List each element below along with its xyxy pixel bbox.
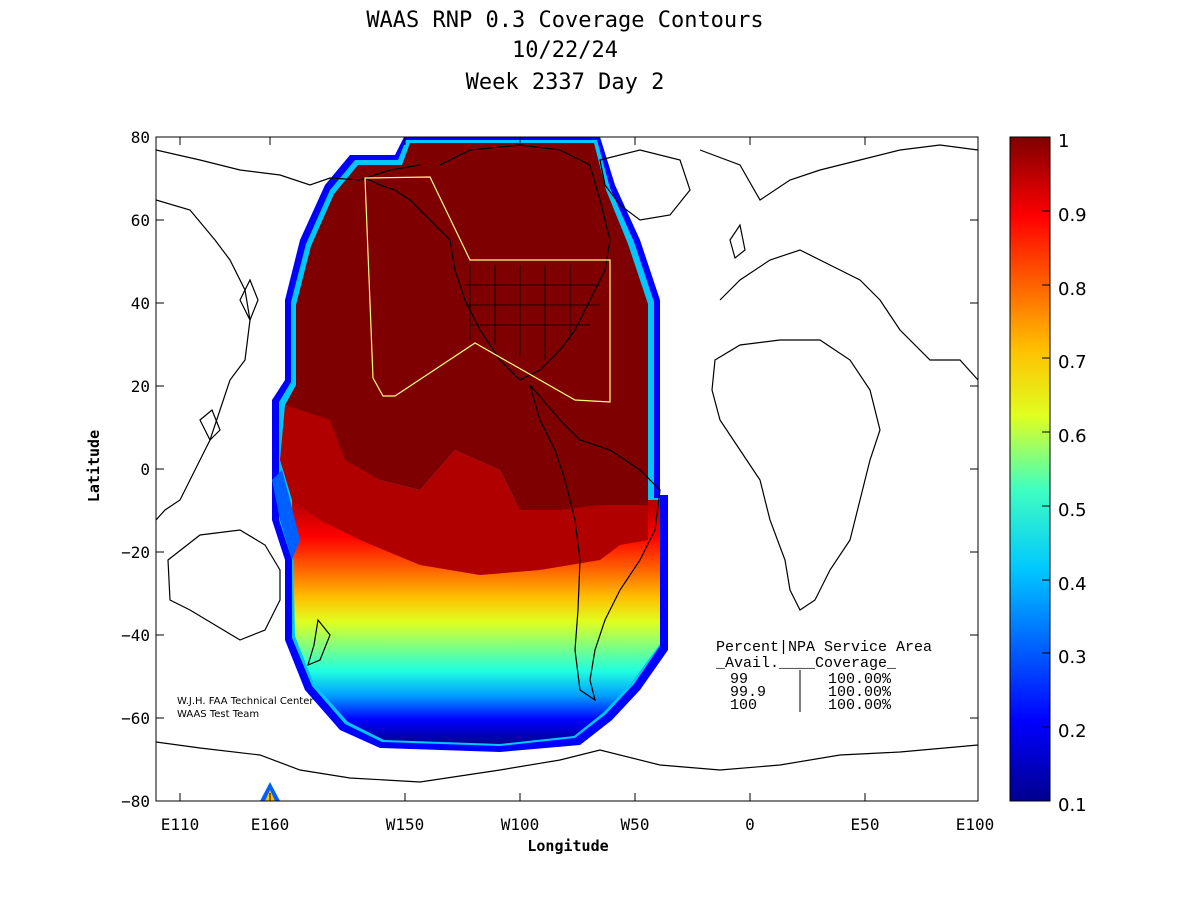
- x-tick-label: 0: [745, 815, 755, 834]
- colorbar-tick-label: 0.5: [1058, 500, 1087, 521]
- y-tick-marks: [156, 136, 978, 802]
- y-tick-label: 0: [140, 460, 150, 479]
- credit-line2: WAAS Test Team: [177, 709, 259, 720]
- service-area-outline: [364, 176, 611, 403]
- y-tick-label: −80: [121, 792, 150, 811]
- x-tick-marks: [179, 137, 979, 801]
- y-tick-label: −40: [121, 626, 150, 645]
- x-tick-label: E110: [161, 815, 200, 834]
- chart-date: 10/22/24: [512, 38, 618, 63]
- colorbar-tick-label: 0.7: [1058, 352, 1087, 373]
- colorbar-tick-label: 0.6: [1058, 426, 1087, 447]
- colorbar-tick-label: 1: [1058, 131, 1069, 152]
- x-tick-label: E100: [956, 815, 995, 834]
- table-header2: _Avail.____Coverage_: [715, 655, 897, 672]
- table-row-avail: 100: [730, 697, 757, 714]
- colorbar-tick-label: 0.9: [1058, 205, 1087, 226]
- y-tick-label: 20: [131, 377, 150, 396]
- x-tick-label: W150: [386, 815, 425, 834]
- y-tick-label: 60: [131, 211, 150, 230]
- colorbar-tick-label: 0.2: [1058, 721, 1087, 742]
- table-row-coverage: 100.00%: [828, 697, 892, 714]
- coverage-table: Percent|NPA Service Area _Avail.____Cove…: [715, 639, 932, 714]
- coverage-west-fade: [272, 470, 300, 560]
- continent-outlines: [156, 144, 978, 783]
- colorbar-tick-label: 0.8: [1058, 279, 1087, 300]
- us-states-grid: [465, 265, 600, 360]
- y-tick-label: 80: [131, 128, 150, 147]
- table-row-coverage: 100.00%: [828, 684, 892, 701]
- colorbar-tick-label: 0.3: [1058, 647, 1087, 668]
- table-header1: Percent|NPA Service Area: [716, 639, 932, 656]
- colorbar-tick-label: 0.1: [1058, 795, 1087, 816]
- credit-line1: W.J.H. FAA Technical Center: [177, 696, 314, 707]
- table-row-avail: 99: [730, 671, 748, 688]
- chart-title: WAAS RNP 0.3 Coverage Contours: [366, 8, 764, 33]
- y-axis-label: Latitude: [85, 430, 103, 502]
- table-row-coverage: 100.00%: [828, 671, 892, 688]
- x-tick-label: W50: [621, 815, 650, 834]
- y-tick-label: 40: [131, 294, 150, 313]
- colorbar-tick-label: 0.4: [1058, 574, 1087, 595]
- chart-week: Week 2337 Day 2: [465, 70, 665, 95]
- coverage-095-band: [280, 405, 648, 575]
- y-tick-label: −60: [121, 709, 150, 728]
- x-tick-label: E50: [851, 815, 880, 834]
- colorbar-ticks: [1042, 136, 1050, 802]
- x-tick-label: E160: [251, 815, 290, 834]
- y-tick-label: −20: [121, 543, 150, 562]
- coverage-core-full: [285, 143, 648, 510]
- x-axis-label: Longitude: [527, 837, 608, 855]
- colorbar: [1009, 136, 1051, 802]
- x-tick-label: W100: [501, 815, 540, 834]
- table-row-avail: 99.9: [730, 684, 766, 701]
